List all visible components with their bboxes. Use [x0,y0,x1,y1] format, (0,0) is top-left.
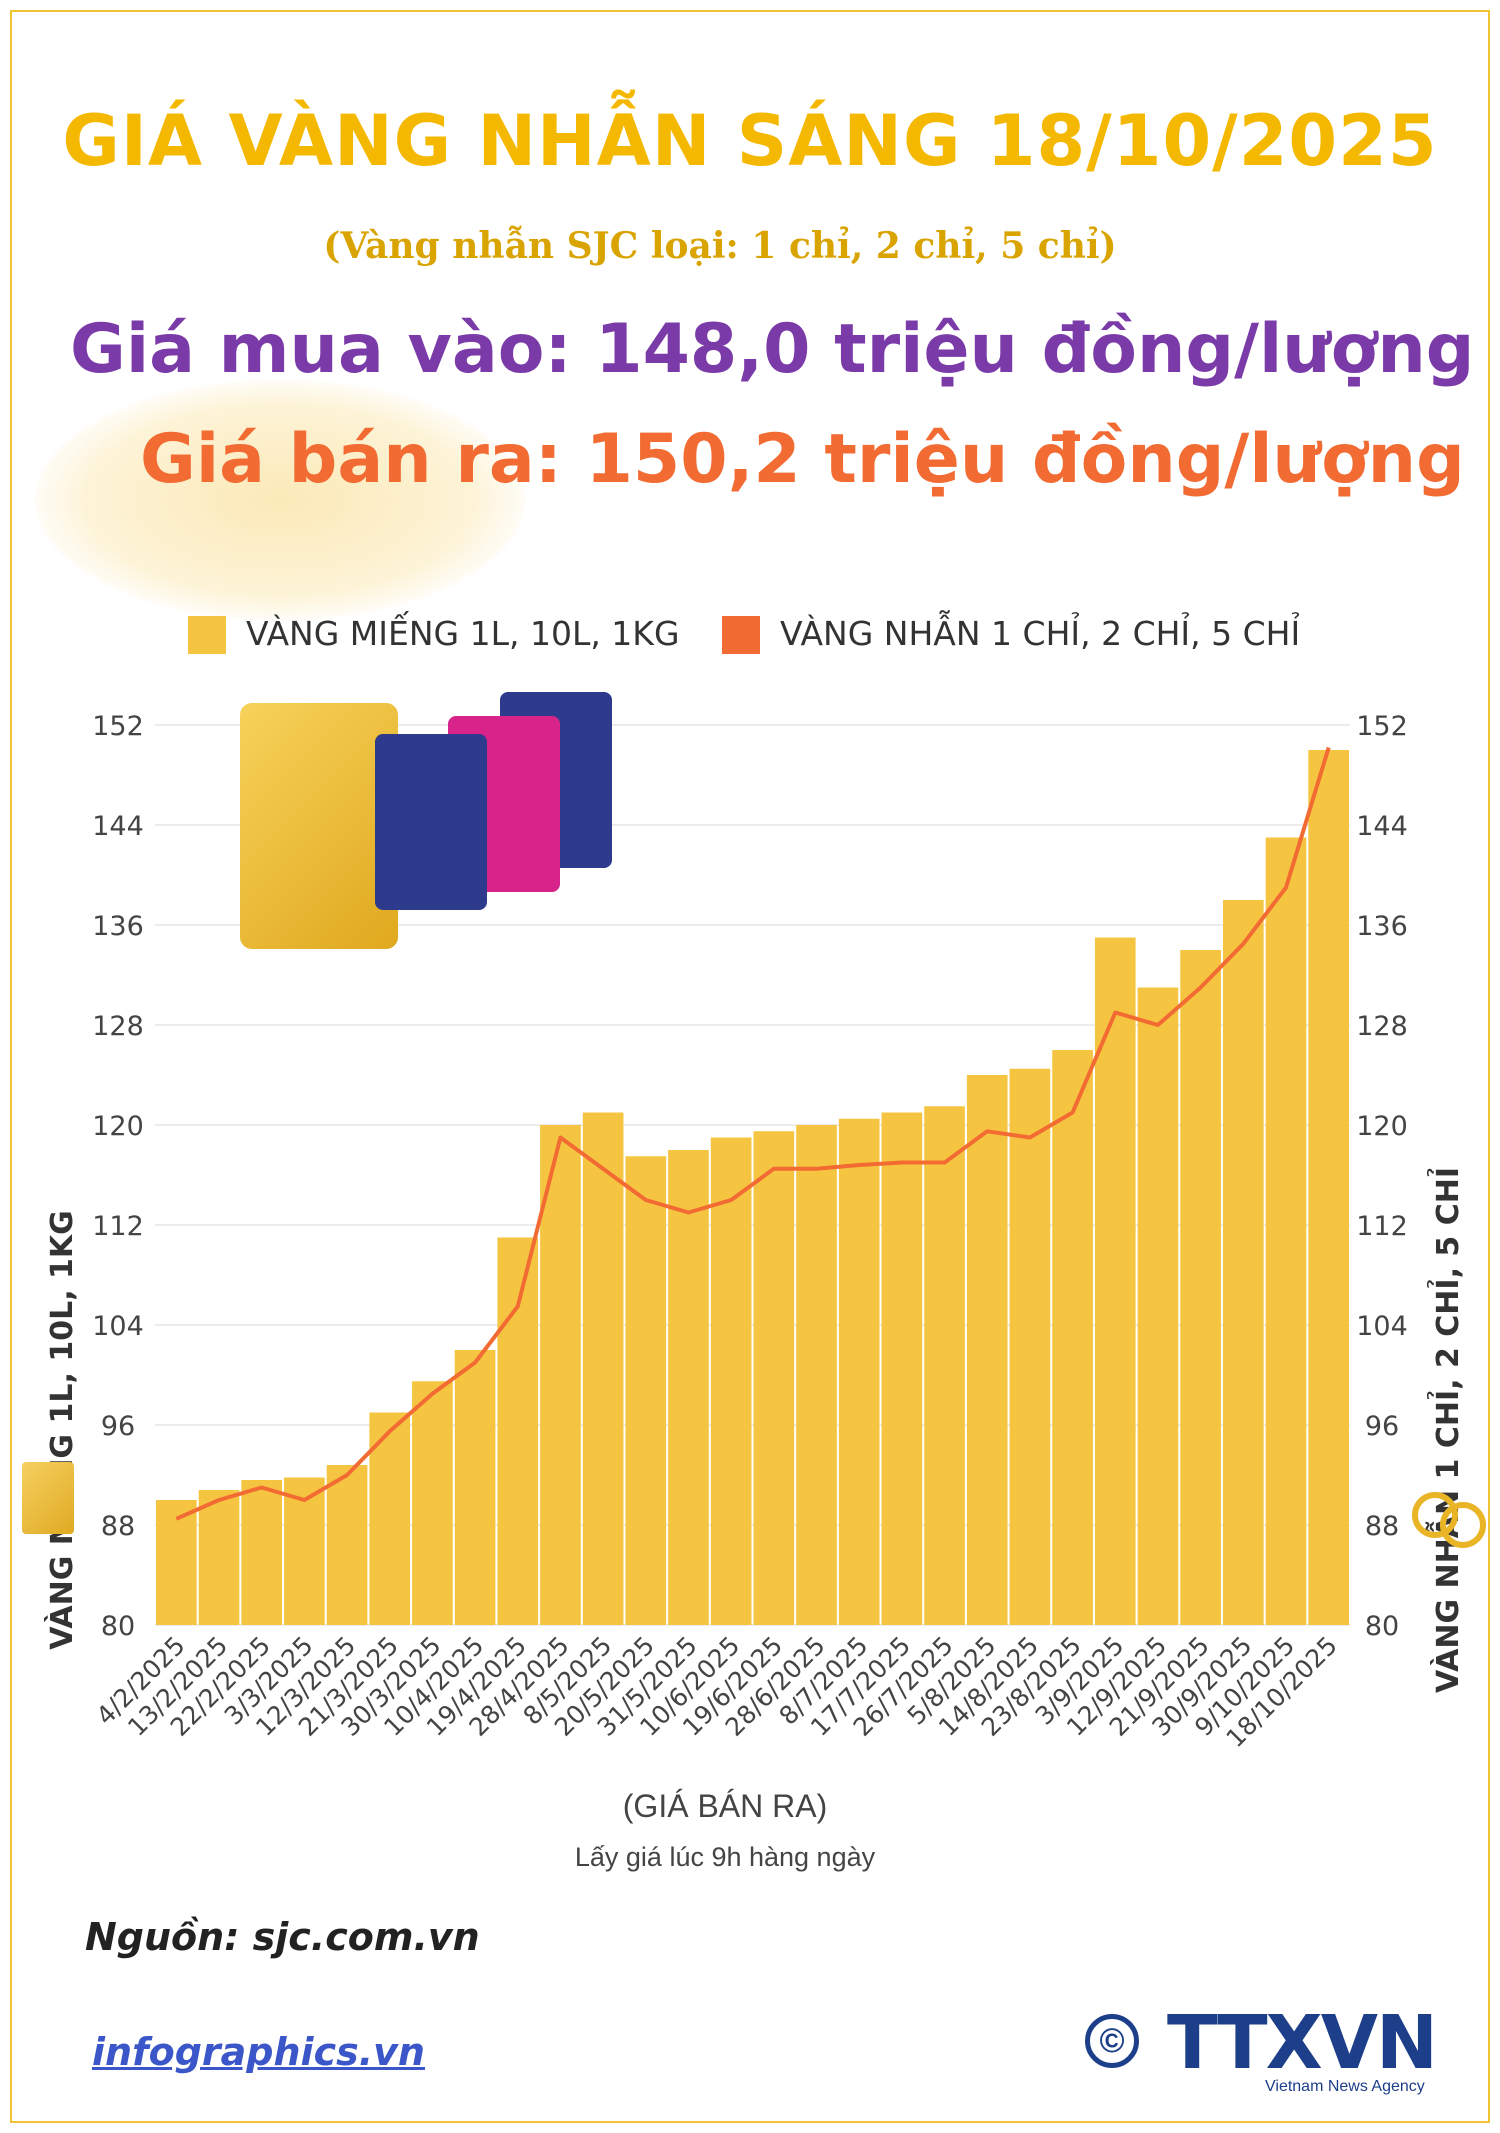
bar-11 [625,1156,667,1625]
bar-13 [710,1137,752,1625]
right-tick-label-6: 128 [1356,1011,1408,1042]
bar-19 [966,1075,1008,1625]
legend-swatch-line [722,616,760,654]
bar-14 [753,1131,795,1625]
left-tick-label-3: 104 [92,1311,144,1342]
right-axis-title: VÀNG NHẪN 1 CHỈ, 2 CHỈ, 5 CHỈ [1425,1167,1466,1693]
right-tick-label-5: 120 [1356,1111,1408,1142]
source-text: Nguồn: sjc.com.vn [85,1915,480,1959]
website-link[interactable]: infographics.vn [92,2030,425,2074]
bar-27 [1308,750,1349,1625]
line-series [175,746,1331,1521]
sell-price: Giá bán ra: 150,2 triệu đồng/lượng [140,420,1465,499]
left-tick-label-2: 96 [101,1411,135,1442]
sjc-gold-bar-image [240,703,398,949]
bar-18 [924,1106,965,1625]
bar-2 [241,1480,283,1625]
ttxvn-logo: © TTXVN Vietnam News Agency [1085,2000,1455,2100]
bar-9 [540,1125,581,1625]
page-title: GIÁ VÀNG NHẪN SÁNG 18/10/2025 [62,100,1438,182]
right-tick-label-1: 88 [1365,1511,1399,1542]
left-tick-label-6: 128 [92,1011,144,1042]
copyright-icon: © [1085,2014,1139,2068]
ring-card-blue-front [375,734,487,910]
bar-series [156,750,1349,1625]
background-gold-image [35,380,525,620]
right-tick-label-8: 144 [1356,811,1408,842]
left-tick-label-7: 136 [92,911,144,942]
bar-8 [497,1237,539,1625]
right-tick-label-0: 80 [1365,1611,1399,1642]
bar-24 [1180,950,1221,1625]
bar-23 [1137,987,1179,1625]
bar-22 [1094,937,1136,1625]
left-tick-label-5: 120 [92,1111,144,1142]
bar-3 [284,1477,325,1625]
bar-20 [1009,1068,1051,1625]
bar-1 [198,1490,240,1625]
left-tick-label-0: 80 [101,1611,135,1642]
x-axis-title: (GIÁ BÁN RA) [622,1788,828,1824]
legend-label-bars: VÀNG MIẾNG 1L, 10L, 1KG [246,614,680,653]
left-tick-label-1: 88 [101,1511,135,1542]
left-axis-title: VÀNG MIẾNG 1L, 10L, 1KG [40,1210,80,1650]
legend-item-bars: VÀNG MIẾNG 1L, 10L, 1KG [188,612,708,656]
gold-ring-icon-2 [1440,1502,1486,1548]
bar-0 [156,1500,197,1625]
bar-10 [582,1112,624,1625]
legend-item-line: VÀNG NHẪN 1 CHỈ, 2 CHỈ, 5 CHỈ [722,612,1342,656]
buy-price: Giá mua vào: 148,0 triệu đồng/lượng [70,310,1475,389]
left-tick-label-8: 144 [92,811,144,842]
bar-26 [1265,837,1307,1625]
chart-note: Lấy giá lúc 9h hàng ngày [574,1842,876,1872]
legend-swatch-bars [188,616,226,654]
page-subtitle: (Vàng nhẫn SJC loại: 1 chỉ, 2 chỉ, 5 chỉ… [323,225,1117,267]
logo-subtitle: Vietnam News Agency [1265,2078,1425,2095]
right-tick-label-9: 152 [1356,711,1408,742]
legend-label-line: VÀNG NHẪN 1 CHỈ, 2 CHỈ, 5 CHỈ [780,614,1301,653]
right-tick-label-4: 112 [1356,1211,1408,1242]
bar-12 [668,1150,709,1625]
right-tick-label-3: 104 [1356,1311,1408,1342]
bar-15 [796,1125,837,1625]
right-tick-label-7: 136 [1356,911,1408,942]
left-tick-label-9: 152 [92,711,144,742]
right-axis-ticks: 80 88 96 104 112 120 128 136 144 152 [1356,711,1408,1642]
bar-21 [1052,1050,1093,1625]
left-tick-label-4: 112 [92,1211,144,1242]
x-axis-ticks: 4/2/202513/2/202522/2/20253/3/202512/3/2… [91,1631,1343,1753]
bar-4 [326,1465,368,1625]
bar-7 [454,1350,496,1625]
bar-6 [412,1381,453,1625]
bar-17 [881,1112,923,1625]
gold-bar-thumb [22,1462,74,1534]
right-tick-label-2: 96 [1365,1411,1399,1442]
logo-text: TTXVN [1167,2000,1438,2086]
left-axis-ticks: 80 88 96 104 112 120 128 136 144 152 [92,711,144,1642]
price-chart: 80 88 96 104 112 120 128 136 144 152 80 88 96 104 112… [40,711,1466,1753]
bar-25 [1222,900,1264,1625]
bar-16 [838,1118,880,1625]
